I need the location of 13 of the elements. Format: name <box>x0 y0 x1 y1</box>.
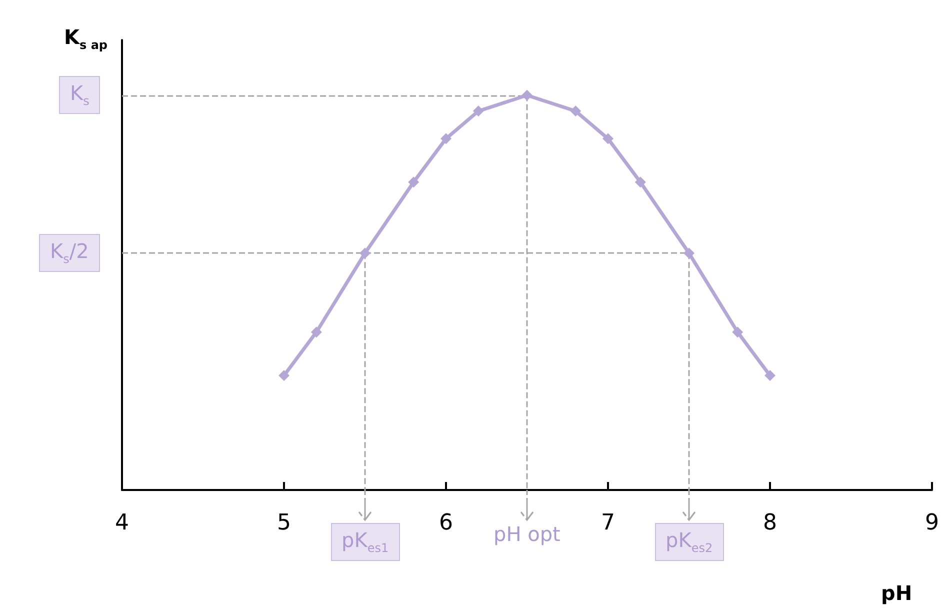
x-tick-label: 5 <box>277 510 291 536</box>
x-tick-label: 9 <box>925 510 939 536</box>
y-axis-title: K$_{s ap}$ <box>64 25 108 52</box>
x-tick-label: 8 <box>763 510 777 536</box>
ref-line-label: pK$_{es1}$ <box>330 523 400 562</box>
x-axis-title: pH <box>881 581 912 605</box>
x-tick-label: 7 <box>601 510 615 536</box>
ref-line-label: pH opt <box>494 522 560 546</box>
x-tick-label: 6 <box>439 510 453 536</box>
ref-line-label: K$_{s}$/2 <box>39 234 100 272</box>
ref-line-label: pK$_{es2}$ <box>654 523 724 562</box>
x-tick-label: 4 <box>115 510 129 536</box>
ref-line-label: K$_{s}$ <box>59 76 100 114</box>
